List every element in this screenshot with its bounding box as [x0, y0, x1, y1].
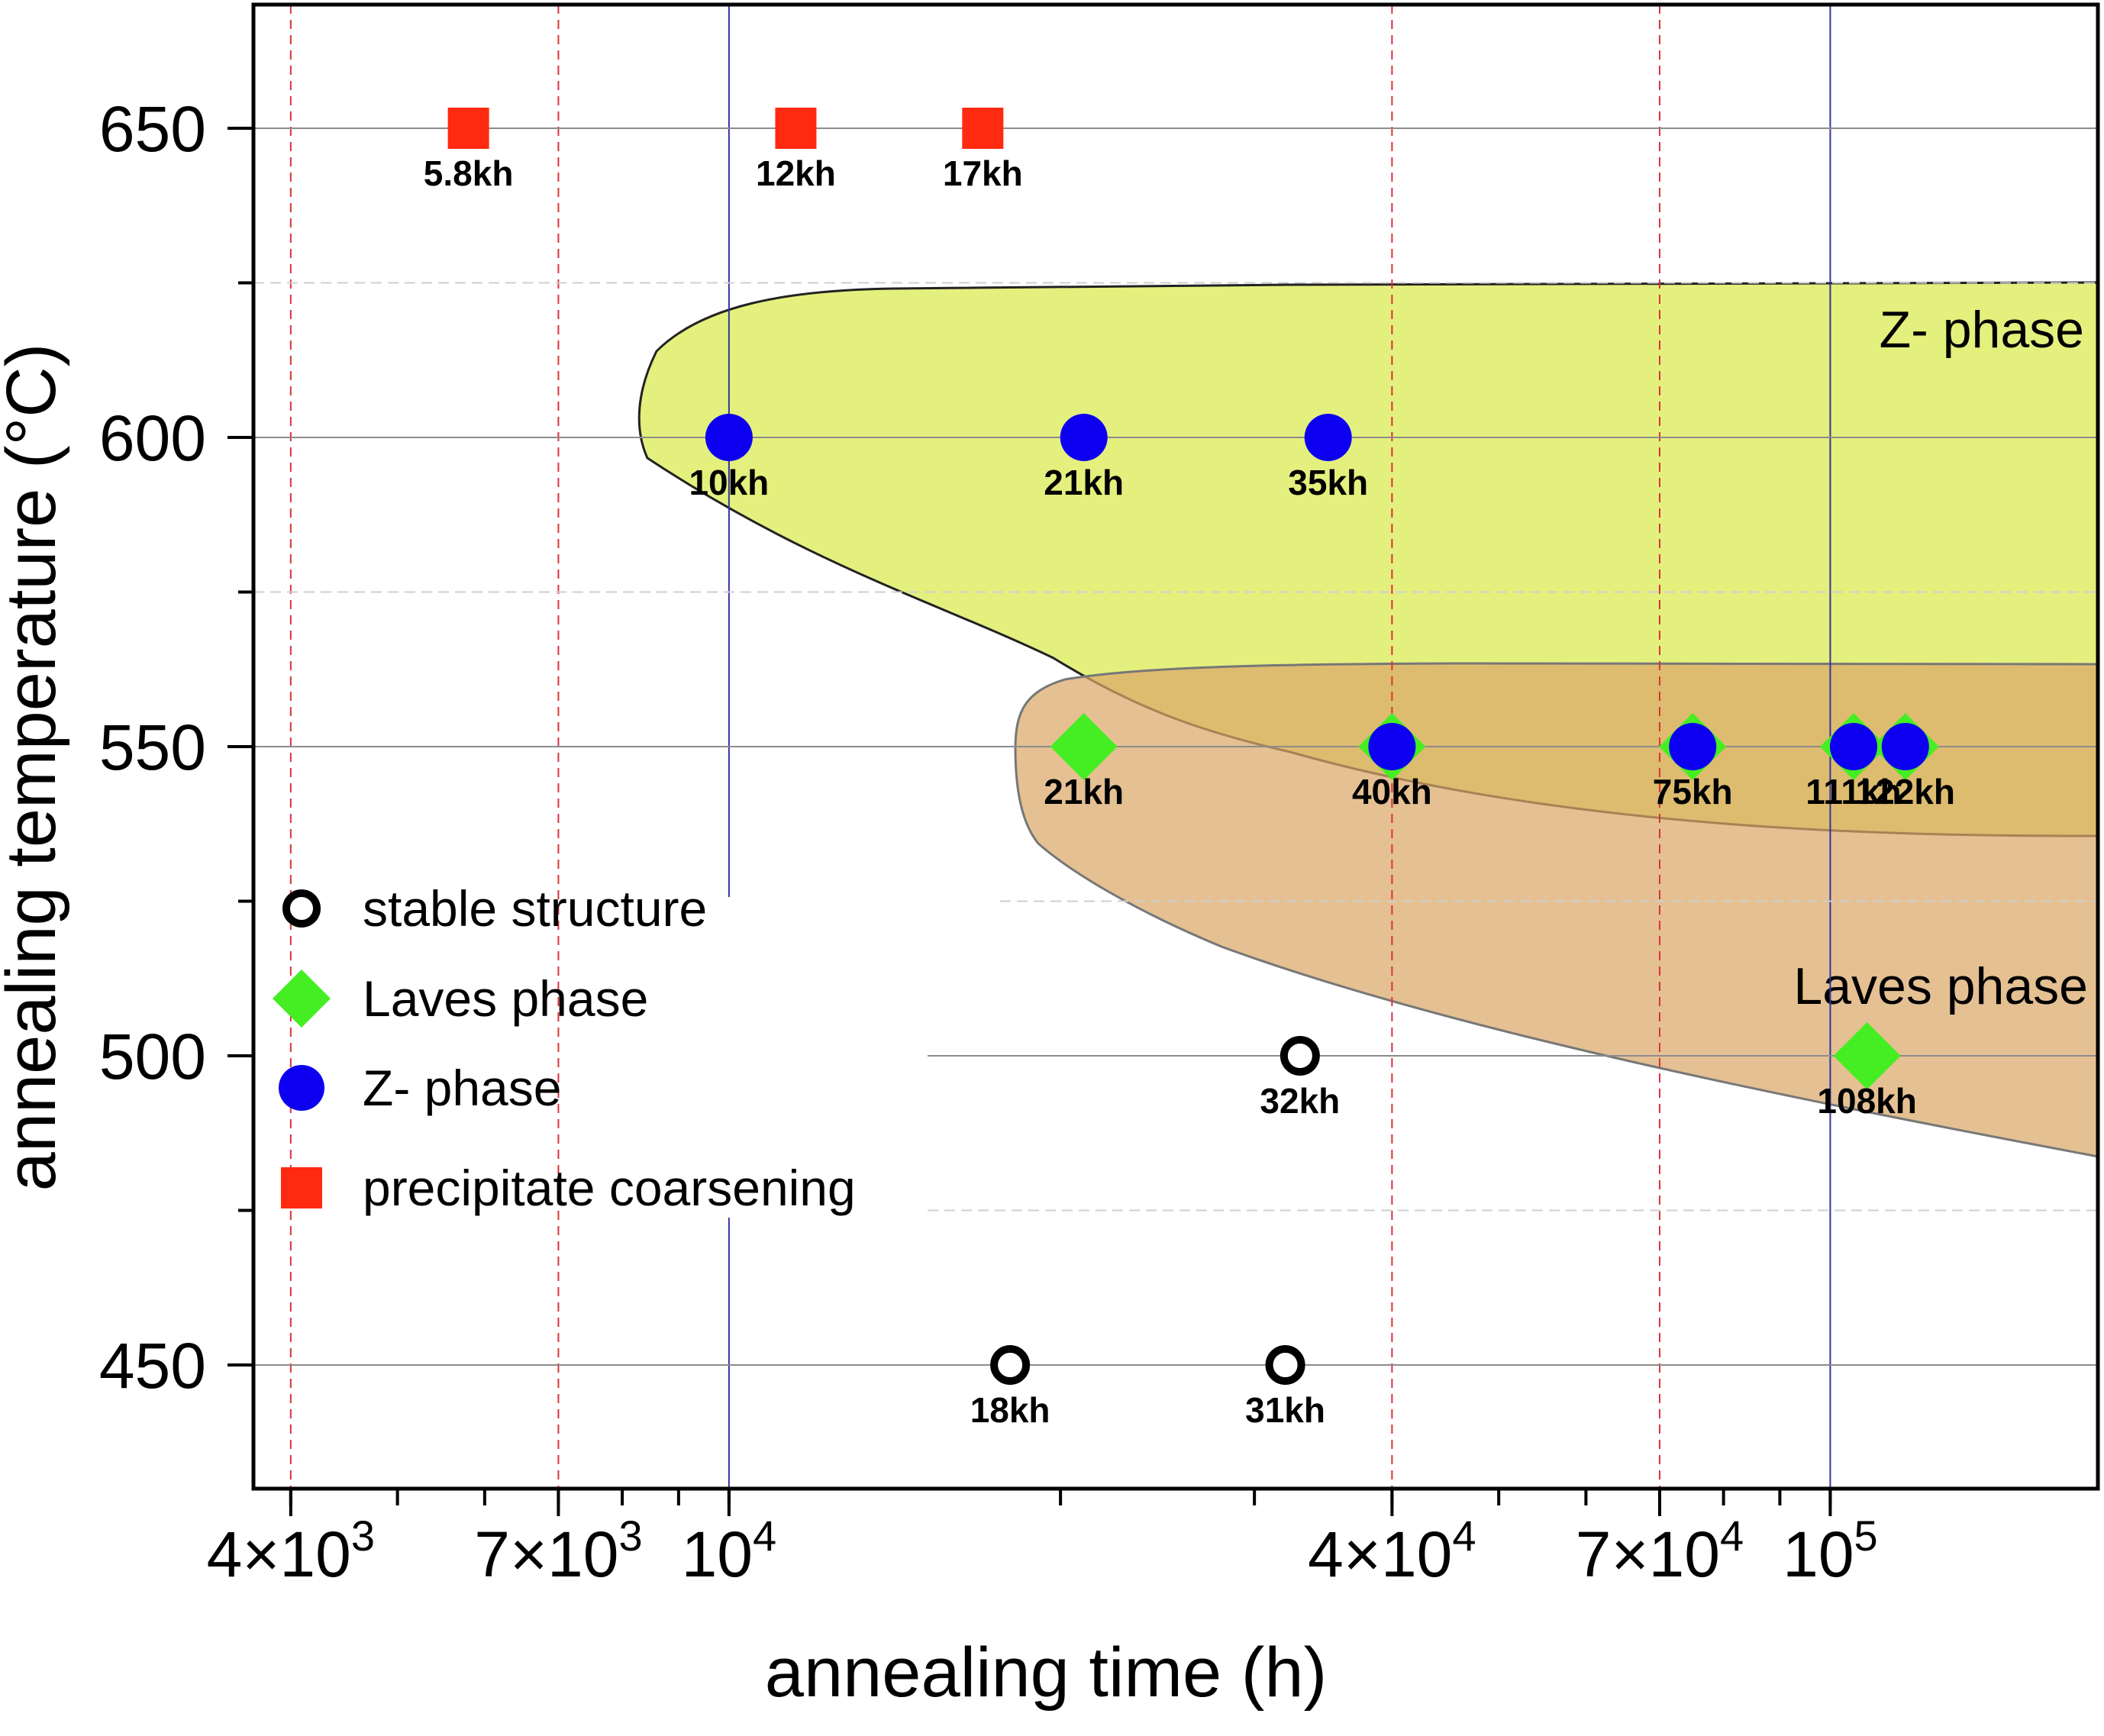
- laves-phase-point: [1050, 713, 1118, 780]
- point-label: 10kh: [689, 463, 769, 502]
- legend-precipitate-coarsening-label: precipitate coarsening: [363, 1160, 856, 1216]
- point-label: 35kh: [1288, 463, 1368, 502]
- laves-phase-point: [1833, 1022, 1901, 1089]
- point-label: 5.8kh: [424, 153, 514, 193]
- x-tick-label: 7×104: [1576, 1512, 1744, 1590]
- y-tick-label: 650: [99, 93, 206, 165]
- legend-z-phase-label: Z- phase: [363, 1060, 561, 1116]
- x-tick-label: 105: [1783, 1512, 1878, 1590]
- point-label: 111kh: [1806, 772, 1901, 812]
- z-phase-region-label: Z- phase: [1880, 301, 2084, 359]
- precipitate-coarsening-point: [447, 108, 489, 149]
- x-axis-title: annealing time (h): [765, 1634, 1327, 1712]
- z-phase-point: [1829, 723, 1877, 770]
- legend-stable-structure-marker: [282, 889, 321, 928]
- legend-precipitate-coarsening-marker: [281, 1167, 322, 1208]
- y-tick-label: 550: [99, 712, 206, 783]
- stable-structure-point: [1280, 1036, 1320, 1076]
- point-label: 40kh: [1352, 772, 1432, 812]
- point-label: 12kh: [756, 153, 836, 193]
- point-label: 122kh: [1856, 772, 1955, 812]
- z-phase-point: [1669, 723, 1717, 770]
- laves-phase-region: [1014, 662, 2099, 1158]
- point-label: 32kh: [1260, 1081, 1340, 1121]
- x-tick-label: 4×103: [207, 1512, 375, 1590]
- y-tick-label: 500: [99, 1021, 206, 1092]
- z-phase-point: [1304, 414, 1352, 461]
- z-phase-point: [705, 414, 753, 461]
- point-label: 21kh: [1044, 772, 1124, 812]
- z-phase-point: [1368, 723, 1416, 770]
- point-label: 17kh: [943, 153, 1023, 193]
- y-axis-title: annealing temperature (°C): [0, 344, 70, 1192]
- grid-lines: [253, 5, 2098, 1489]
- z-phase-point: [1060, 414, 1108, 461]
- z-phase-point: [1881, 723, 1929, 770]
- point-label: 21kh: [1044, 463, 1124, 502]
- x-tick-label: 7×103: [474, 1512, 642, 1590]
- legend-laves-phase-label: Laves phase: [363, 970, 648, 1027]
- legend-laves-phase-marker: [273, 970, 331, 1028]
- precipitate-coarsening-point: [962, 108, 1004, 149]
- y-tick-label: 450: [99, 1330, 206, 1402]
- phase-regions: Z- phase Laves phase: [637, 280, 2099, 1158]
- y-tick-label: 600: [99, 402, 206, 474]
- point-label: 75kh: [1653, 772, 1733, 812]
- legend-stable-structure-label: stable structure: [363, 880, 707, 937]
- legend: stable structure Laves phase Z- phase preci…: [273, 880, 856, 1216]
- point-label: 18kh: [970, 1390, 1050, 1430]
- legend-z-phase-marker: [279, 1065, 324, 1111]
- stable-structure-point: [1265, 1345, 1305, 1385]
- point-label: 108kh: [1817, 1081, 1916, 1121]
- laves-phase-region-label: Laves phase: [1793, 957, 2088, 1015]
- x-tick-label: 4×104: [1308, 1512, 1476, 1590]
- stable-structure-point: [990, 1345, 1031, 1385]
- axis-ticks: 450 500 550 600 650 4×103 7×103 104 4×104 7×104 10…: [99, 93, 1878, 1590]
- x-tick-label: 104: [682, 1512, 777, 1590]
- point-label: 31kh: [1245, 1390, 1325, 1430]
- precipitate-coarsening-point: [775, 108, 817, 149]
